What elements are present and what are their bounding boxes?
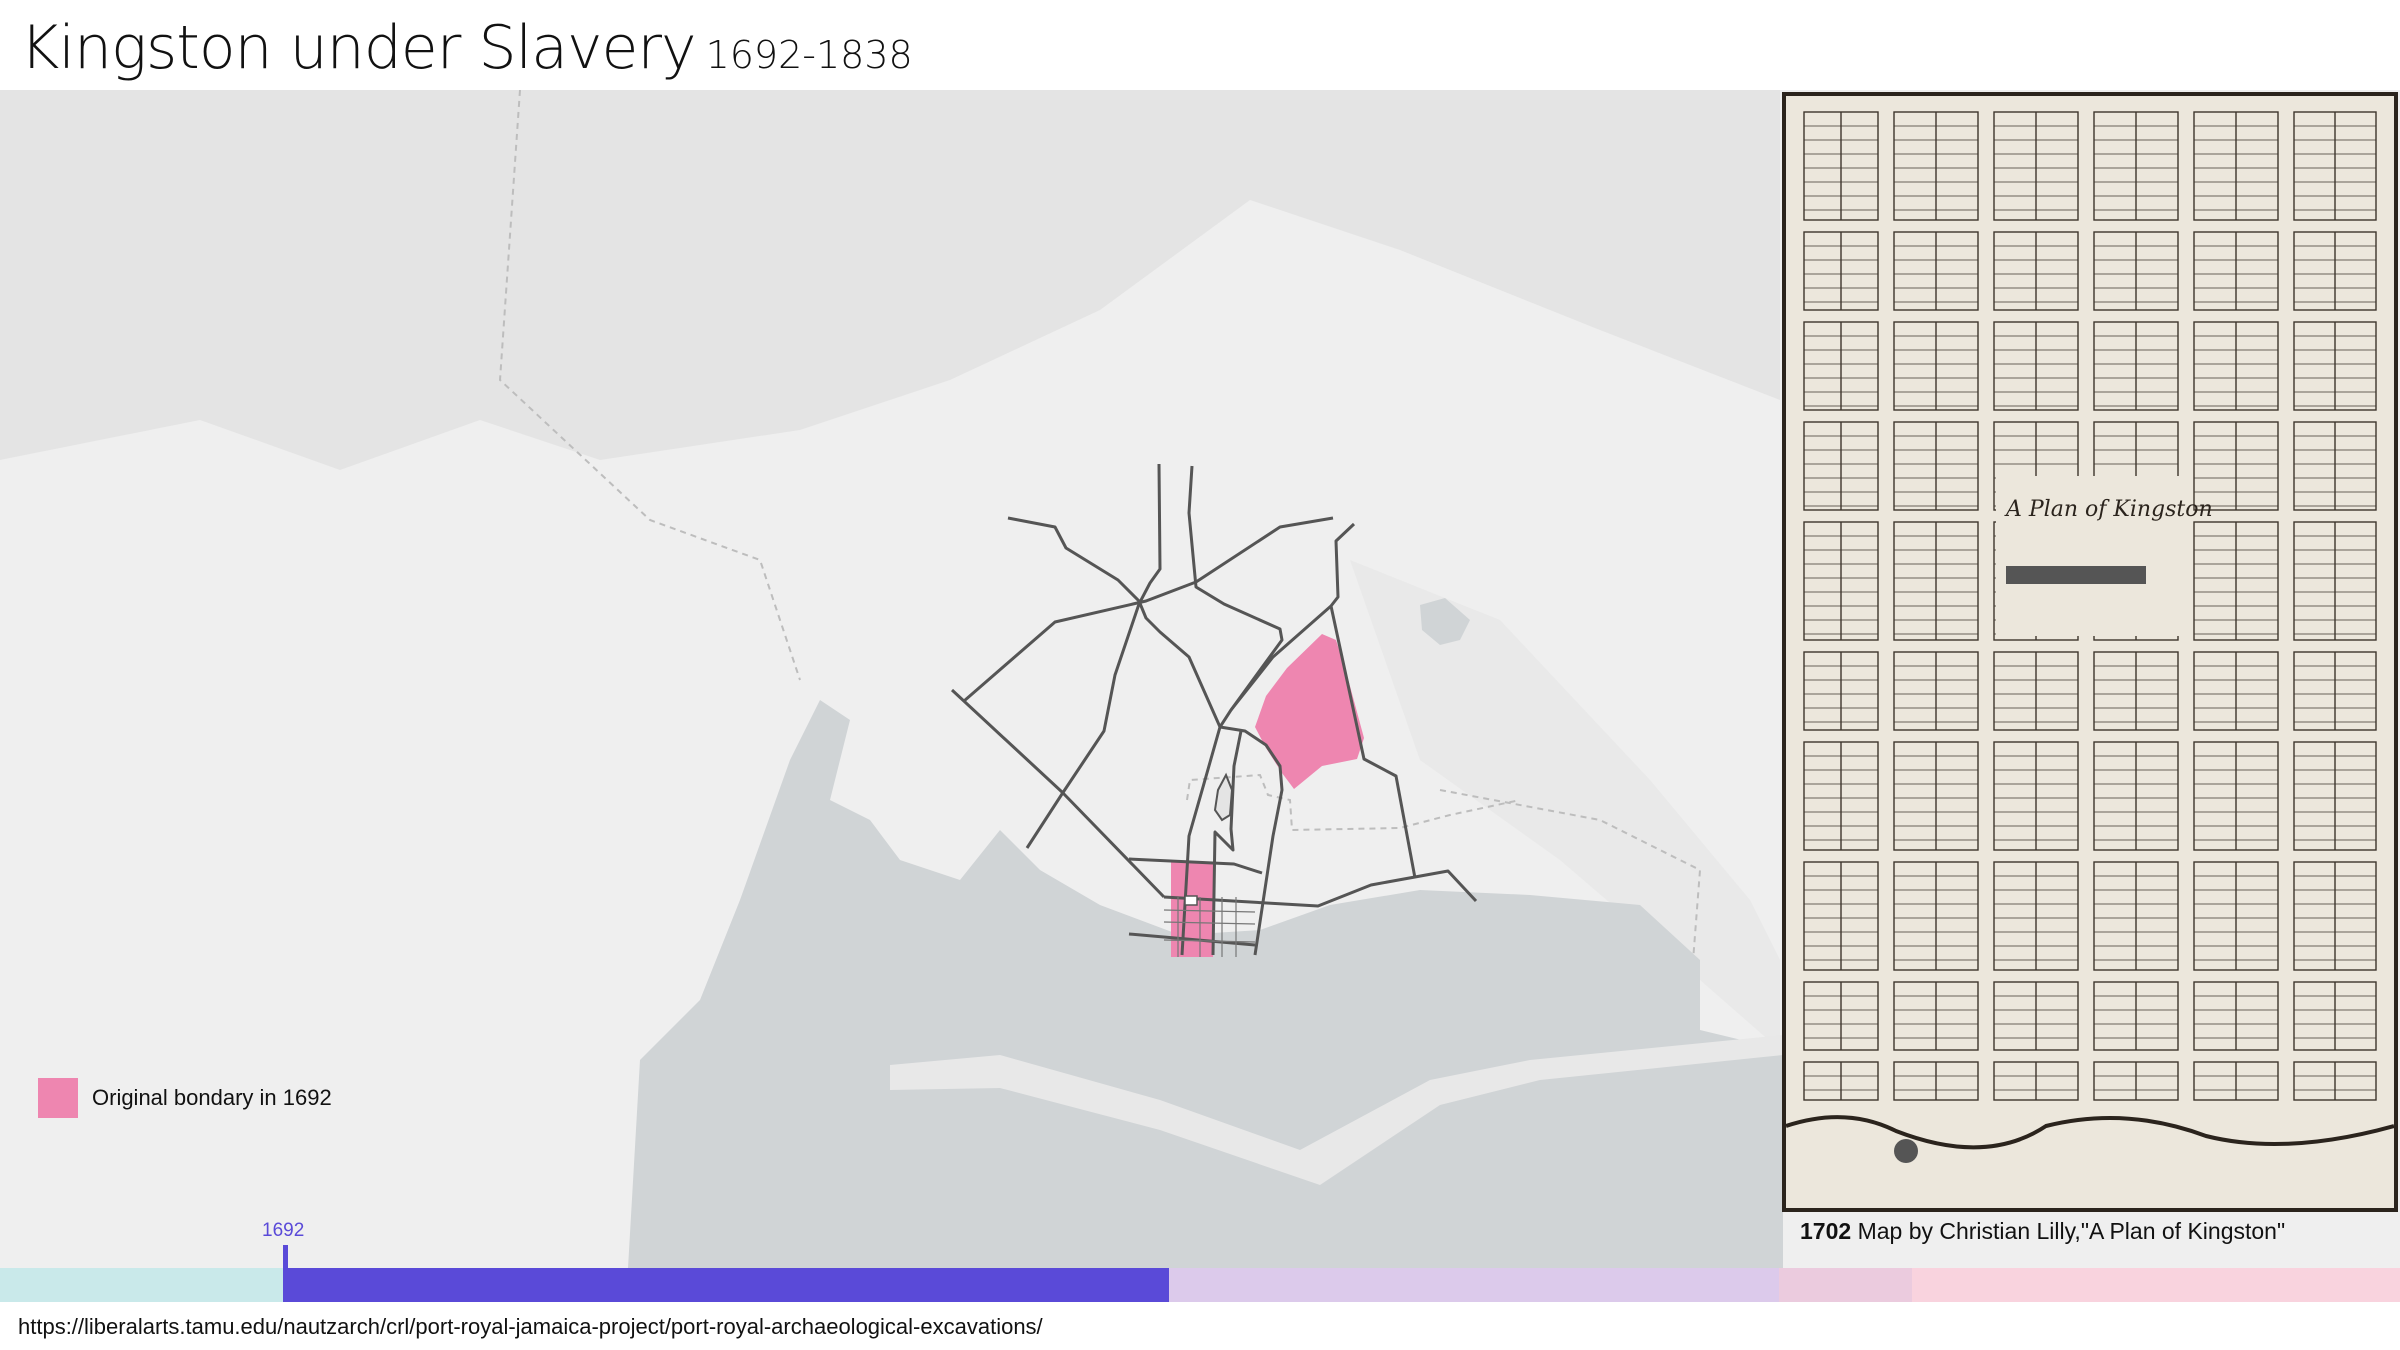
palisadoes-spit [890, 1035, 1783, 1185]
lake [1420, 598, 1470, 645]
scan-scale-bar [2006, 566, 2146, 584]
terrain-hills [0, 90, 1780, 1050]
timeline-current-year: 1692 [262, 1220, 305, 1241]
historic-map-caption: 1702 Map by Christian Lilly,"A Plan of K… [1800, 1218, 2285, 1245]
caption-text: Map by Christian Lilly,"A Plan of Kingst… [1857, 1218, 2286, 1244]
source-url[interactable]: https://liberalarts.tamu.edu/nautzarch/c… [18, 1314, 1043, 1339]
sea [628, 700, 1783, 1268]
pink-original-town [1171, 862, 1213, 957]
map-legend: Original bondary in 1692 [38, 1078, 332, 1118]
scan-title-area [1996, 476, 2186, 636]
timeline-bar[interactable] [0, 1268, 2400, 1302]
page-title: Kingston under Slavery 1692-1838 [20, 8, 913, 88]
street-grid [1163, 897, 1256, 957]
timeline-segment-1[interactable] [0, 1268, 283, 1302]
timeline-segment-4[interactable] [1779, 1268, 1912, 1302]
scan-shoreline [1785, 1115, 2395, 1150]
admin-boundaries [498, 90, 1702, 1001]
timeline-segment-2[interactable] [283, 1268, 1169, 1302]
legend-label: Original bondary in 1692 [92, 1085, 332, 1110]
scan-title: A Plan of Kingston [2004, 497, 2213, 522]
title-years: 1692-1838 [705, 33, 913, 77]
park [1213, 772, 1234, 822]
historic-map-image[interactable]: A Plan of Kingston [1782, 92, 2398, 1212]
map-canvas [0, 90, 1783, 1268]
roads [950, 463, 1478, 956]
pink-boundary-area [1255, 634, 1364, 789]
compass-rose-icon [1894, 1139, 1918, 1163]
parade-square [1184, 895, 1198, 906]
timeline-segment-5[interactable] [1912, 1268, 2400, 1302]
historic-map-drawing: A Plan of Kingston [1785, 111, 2395, 1163]
caption-year: 1702 [1800, 1218, 1852, 1244]
title-main: Kingston under Slavery [20, 13, 697, 83]
timeline-segment-3[interactable] [1169, 1268, 1779, 1302]
timeline-marker[interactable] [283, 1245, 288, 1269]
legend-swatch [38, 1078, 78, 1118]
